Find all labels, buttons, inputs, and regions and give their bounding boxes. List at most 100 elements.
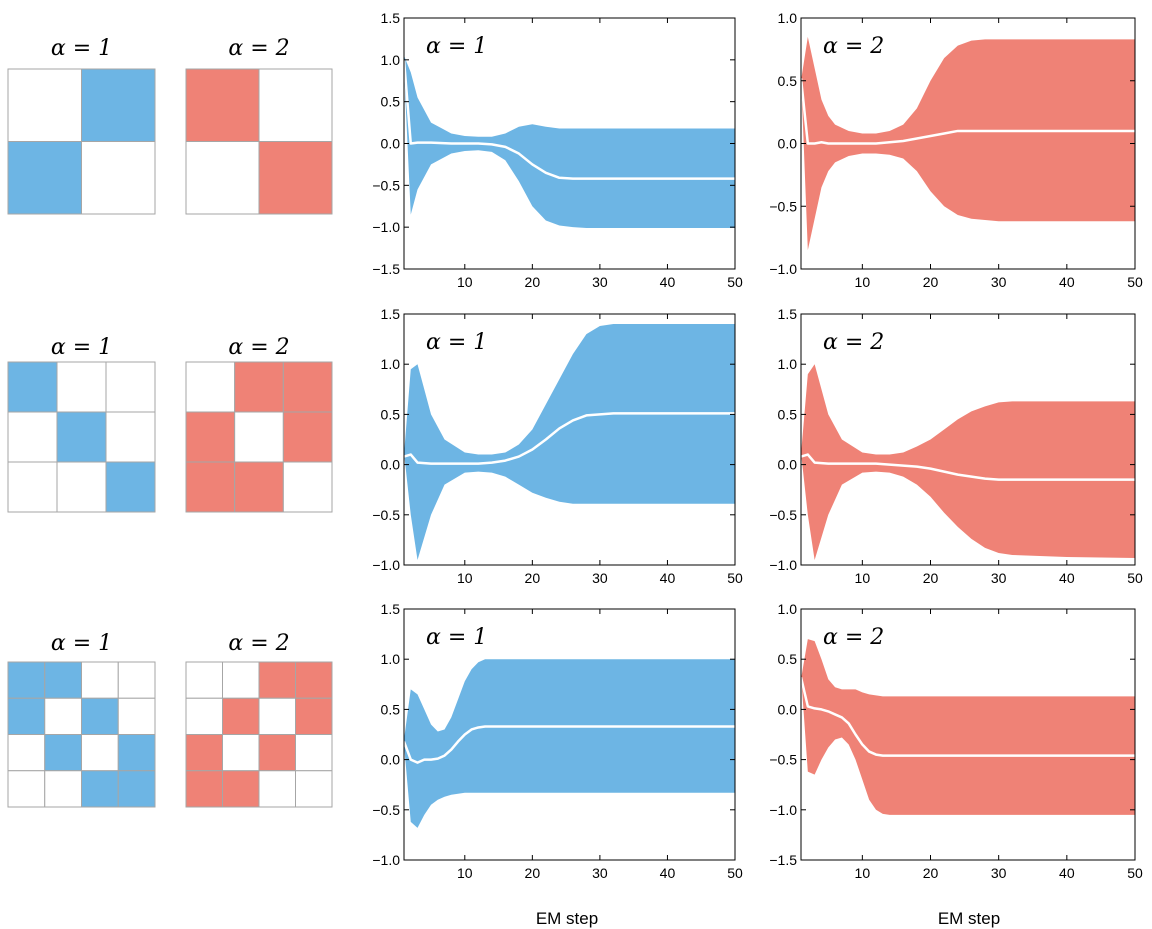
- grid-cell: [44, 734, 82, 772]
- grid-cell: [185, 734, 223, 772]
- plot-frame: [800, 608, 1136, 861]
- series-mean-line: [404, 412, 735, 465]
- grid-cell: [258, 661, 296, 699]
- grid-cell: [7, 411, 58, 463]
- pattern-label: α = 1: [51, 36, 112, 61]
- grid-cell: [7, 770, 46, 808]
- pattern-grid-r2-right: α = 2: [185, 335, 333, 513]
- grid-cell: [234, 361, 284, 413]
- y-tick-label: −1.0: [372, 557, 400, 573]
- x-tick-label: 40: [660, 865, 676, 881]
- grid-cell: [81, 661, 119, 699]
- chart-annotation: α = 2: [823, 34, 884, 59]
- grid-cell: [7, 661, 46, 699]
- grid-cell: [258, 68, 333, 142]
- x-tick-label: 10: [457, 274, 473, 290]
- x-tick-label: 30: [991, 865, 1007, 881]
- y-tick-label: −1.0: [372, 219, 400, 235]
- grid-cell: [81, 734, 119, 772]
- grid-cell: [258, 770, 296, 808]
- y-tick-label: 0.0: [381, 457, 401, 473]
- grid-cell: [105, 411, 156, 463]
- x-tick-label: 40: [1059, 274, 1075, 290]
- chart-r3-c1: −1.0 −0.5 0.0 0.5 1.0 1.5 10 20 30 40 50 α = 1: [372, 601, 743, 881]
- charts: −1.5−1.0−0.50.00.51.01.510 20 30 40 50α = 1−…: [372, 10, 1143, 881]
- chart-annotation: α = 2: [823, 625, 884, 650]
- grid-cell: [295, 734, 333, 772]
- y-tick-label: 0.5: [381, 406, 401, 422]
- grid-cell: [44, 661, 82, 699]
- grid-cell: [81, 68, 156, 142]
- grid-cell: [185, 361, 236, 413]
- x-axis-label-left: EM step: [536, 909, 598, 928]
- y-tick-label: 0.5: [381, 701, 401, 717]
- grid-cell: [185, 461, 236, 513]
- series-band: [801, 364, 1135, 560]
- pattern-grid-r1-right: α = 2: [185, 36, 333, 215]
- plot-frame: [800, 313, 1136, 566]
- grid-cell: [222, 734, 260, 772]
- y-tick-label: −1.0: [372, 852, 400, 868]
- x-tick-label: 20: [923, 274, 939, 290]
- grid-cell: [7, 141, 82, 215]
- y-tick-label: −0.5: [372, 177, 400, 193]
- grid-cell: [222, 661, 260, 699]
- chart-r1-c2: −1.0 −0.5 0.0 0.5 1.0 10 20 30 40 50 α = 2: [769, 10, 1143, 290]
- pattern-label: α = 1: [51, 631, 112, 656]
- x-tick-label: 20: [525, 865, 541, 881]
- x-tick-label: 50: [727, 274, 743, 290]
- grid-cell: [258, 697, 296, 735]
- y-tick-label: 1.5: [381, 306, 401, 322]
- grid-cell: [295, 697, 333, 735]
- grid-cell: [81, 770, 119, 808]
- y-tick-label: 1.0: [381, 651, 401, 667]
- grid-cell: [282, 361, 333, 413]
- series-band: [801, 36, 1135, 251]
- plot-frame: [403, 608, 736, 861]
- pattern-label: α = 2: [228, 36, 289, 61]
- grid-cell: [7, 68, 82, 142]
- y-tick-label: −0.5: [372, 802, 400, 818]
- y-tick-label: 0.5: [381, 94, 401, 110]
- chart-r3-c2: −1.5 −1.0 −0.5 0.0 0.5 1.0 10 20 30 40 50 α = 2: [769, 601, 1143, 881]
- y-tick-label: 0.0: [778, 136, 798, 152]
- y-tick-label: −0.5: [769, 507, 797, 523]
- grid-cell: [258, 141, 333, 215]
- grid-cell: [44, 697, 82, 735]
- x-tick-label: 20: [525, 570, 541, 586]
- grid-cell: [81, 697, 119, 735]
- y-tick-label: 1.5: [381, 601, 401, 617]
- grid-cell: [295, 770, 333, 808]
- chart-annotation: α = 2: [823, 330, 884, 355]
- y-tick-label: 0.5: [778, 406, 798, 422]
- series-band: [404, 324, 735, 560]
- x-tick-label: 30: [592, 570, 608, 586]
- y-tick-label: 0.0: [778, 457, 798, 473]
- pattern-label: α = 2: [228, 335, 289, 360]
- grid-cell: [117, 734, 156, 772]
- x-tick-label: 30: [991, 570, 1007, 586]
- grid-cell: [117, 770, 156, 808]
- y-tick-label: 0.0: [381, 136, 401, 152]
- chart-annotation: α = 1: [426, 34, 487, 59]
- chart-r2-c2: −1.0 −0.5 0.0 0.5 1.0 1.5 10 20 30 40 50 α = 2: [769, 306, 1143, 586]
- grid-cell: [185, 141, 260, 215]
- x-tick-label: 20: [525, 274, 541, 290]
- x-tick-label: 10: [855, 274, 871, 290]
- grid-cell: [117, 697, 156, 735]
- y-tick-label: −1.0: [769, 557, 797, 573]
- grid-cell: [7, 734, 46, 772]
- grid-cell: [185, 68, 260, 142]
- y-tick-label: 1.0: [381, 356, 401, 372]
- pattern-grid-r2-left: α = 1: [7, 335, 156, 513]
- x-tick-label: 20: [923, 570, 939, 586]
- grid-cell: [258, 734, 296, 772]
- y-tick-label: 0.5: [778, 73, 798, 89]
- grid-cell: [282, 411, 333, 463]
- grid-cell: [185, 697, 223, 735]
- y-tick-label: 1.0: [778, 601, 798, 617]
- grid-cell: [105, 361, 156, 413]
- grid-cell: [234, 461, 284, 513]
- x-tick-label: 30: [991, 274, 1007, 290]
- y-tick-label: 1.5: [778, 306, 798, 322]
